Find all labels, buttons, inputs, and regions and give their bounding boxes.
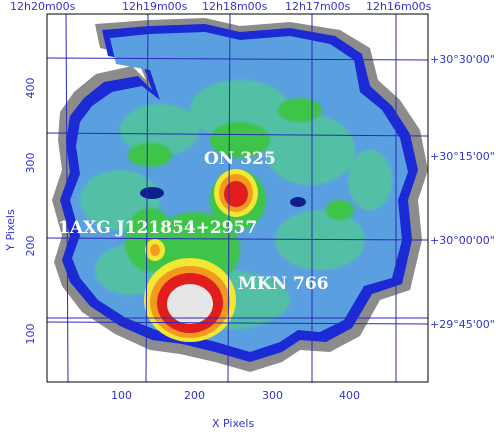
x-tick-300: 300 xyxy=(262,389,283,402)
label-axg: 1AXG J121854+2957 xyxy=(58,218,257,238)
ra-label-3: 12h18m00s xyxy=(202,0,268,13)
dec-labels: +30°30'00" +30°15'00" +30°00'00" +29°45'… xyxy=(430,53,495,331)
label-on325: ON 325 xyxy=(204,149,276,169)
dec-label-4: +29°45'00" xyxy=(430,318,495,331)
plot-frame xyxy=(46,13,429,383)
y-axis-title: Y Pixels xyxy=(4,209,17,252)
y-tick-300: 300 xyxy=(24,153,37,174)
ra-labels: 12h20m00s 12h19m00s 12h18m00s 12h17m00s … xyxy=(10,0,432,13)
label-mkn766: MKN 766 xyxy=(238,274,329,294)
x-axis-title: X Pixels xyxy=(212,417,254,430)
axg-source xyxy=(145,239,165,261)
y-axis: 100 200 300 400 Y Pixels xyxy=(4,78,37,345)
dec-label-1: +30°30'00" xyxy=(430,53,495,66)
y-tick-200: 200 xyxy=(24,236,37,257)
dec-label-3: +30°00'00" xyxy=(430,234,495,247)
ra-label-2: 12h19m00s xyxy=(122,0,188,13)
ra-label-1: 12h20m00s xyxy=(10,0,76,13)
ra-label-4: 12h17m00s xyxy=(285,0,351,13)
dark-blob-left xyxy=(140,187,164,199)
mkn766-source xyxy=(144,258,236,342)
on325-source xyxy=(214,169,258,217)
dark-blob-right xyxy=(290,197,306,207)
x-tick-200: 200 xyxy=(184,389,205,402)
ra-label-5: 12h16m00s xyxy=(366,0,432,13)
y-tick-100: 100 xyxy=(24,324,37,345)
x-tick-400: 400 xyxy=(339,389,360,402)
dec-label-2: +30°15'00" xyxy=(430,150,495,163)
x-tick-100: 100 xyxy=(111,389,132,402)
coordinate-grid xyxy=(46,13,429,383)
x-axis: 100 200 300 400 X Pixels xyxy=(111,389,360,430)
y-tick-400: 400 xyxy=(24,78,37,99)
